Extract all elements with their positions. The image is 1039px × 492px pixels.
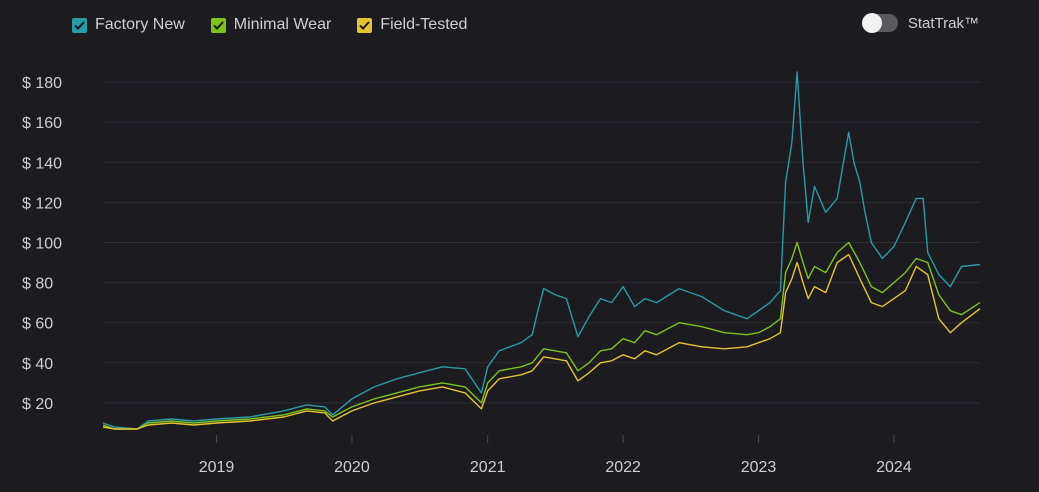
y-tick-label: $ 160 bbox=[22, 115, 62, 132]
chart-gridlines bbox=[103, 81, 980, 404]
legend-item-field-tested[interactable]: Field-Tested bbox=[357, 16, 467, 34]
x-tick-label: 2020 bbox=[334, 459, 370, 476]
y-tick-label: $ 80 bbox=[22, 276, 53, 293]
toggle-switch[interactable] bbox=[861, 13, 898, 33]
checkbox-checked-icon[interactable] bbox=[72, 17, 87, 33]
checkbox-checked-icon[interactable] bbox=[210, 17, 226, 33]
y-tick-label: $ 100 bbox=[22, 235, 62, 252]
stattrak-toggle[interactable]: StatTrak™ bbox=[861, 13, 979, 33]
legend-label-factory-new: Factory New bbox=[95, 16, 185, 33]
chart-series-lines bbox=[102, 71, 981, 430]
y-tick-label: $ 20 bbox=[22, 396, 53, 413]
y-axis-ticks: $ 20 $ 40 $ 60 $ 80 $ 100 $ 120 $ 140 $ 160 $ 18… bbox=[22, 75, 62, 413]
x-tick-label: 2023 bbox=[741, 459, 777, 476]
chart-legend: Factory New Minimal Wear Field-Tested bbox=[72, 16, 467, 34]
legend-label-field-tested: Field-Tested bbox=[380, 16, 468, 33]
series-line-field-tested bbox=[102, 253, 981, 430]
y-tick-label: $ 40 bbox=[22, 356, 53, 373]
toggle-knob bbox=[861, 13, 882, 33]
checkbox-checked-icon[interactable] bbox=[357, 17, 373, 33]
x-tick-label: 2021 bbox=[470, 459, 506, 476]
legend-item-minimal-wear[interactable]: Minimal Wear bbox=[210, 16, 332, 34]
x-tick-label: 2024 bbox=[876, 459, 912, 476]
legend-item-factory-new[interactable]: Factory New bbox=[72, 16, 185, 34]
y-tick-label: $ 140 bbox=[22, 155, 62, 172]
y-tick-label: $ 180 bbox=[22, 75, 62, 92]
legend-label-minimal-wear: Minimal Wear bbox=[233, 16, 332, 33]
y-tick-label: $ 60 bbox=[22, 316, 53, 333]
series-line-factory-new bbox=[102, 71, 981, 430]
x-tick-label: 2019 bbox=[199, 459, 235, 476]
y-tick-label: $ 120 bbox=[22, 195, 62, 212]
x-axis-ticks: 2019 2020 2021 2022 2023 2024 bbox=[199, 435, 912, 476]
stattrak-label: StatTrak™ bbox=[907, 14, 979, 32]
x-tick-label: 2022 bbox=[605, 459, 641, 476]
series-line-minimal-wear bbox=[102, 241, 981, 430]
